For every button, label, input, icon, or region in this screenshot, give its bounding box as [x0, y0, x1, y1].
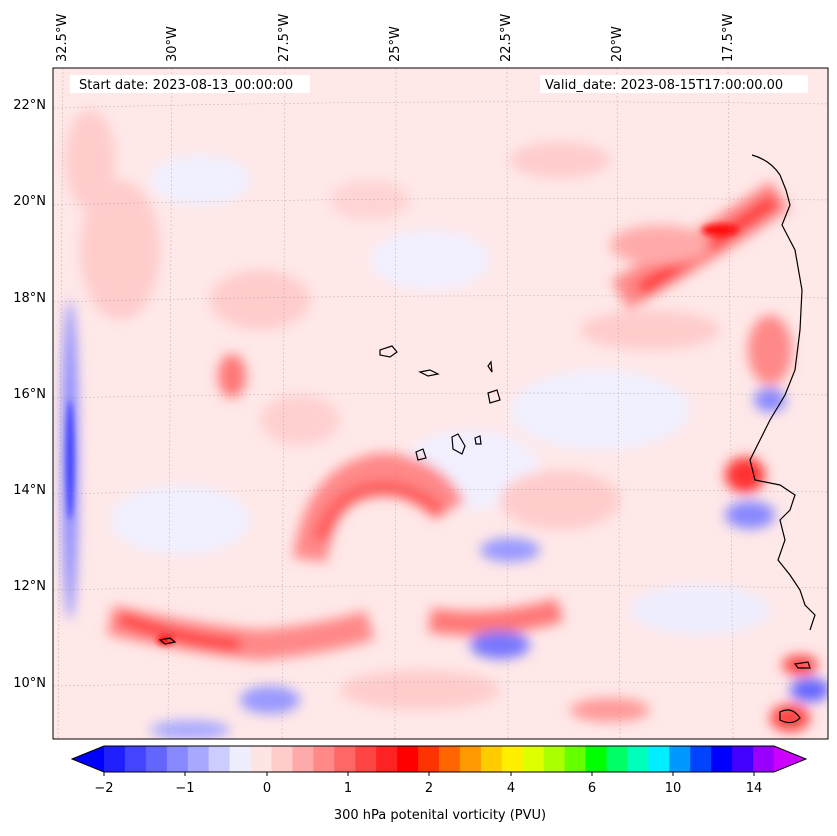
colorbar-bin	[627, 746, 649, 772]
colorbar-bin	[166, 746, 189, 772]
lat-label: 12°N	[13, 579, 46, 594]
colorbar-bin	[732, 746, 754, 772]
colorbar-bin	[522, 746, 545, 772]
colorbar-bin	[334, 746, 356, 772]
map-frame	[52, 67, 829, 740]
lon-label: 27.5°W	[277, 13, 292, 62]
colorbar-bin	[124, 746, 147, 772]
lon-label: 20°W	[610, 26, 625, 62]
colorbar-bin	[690, 746, 712, 772]
colorbar-tick-label: 14	[745, 781, 763, 796]
lat-label: 18°N	[13, 291, 46, 306]
valid-date-label: Valid_date: 2023-08-15T17:00:00.00	[545, 78, 784, 93]
colorbar-bin	[187, 746, 210, 772]
colorbar	[70, 745, 808, 776]
colorbar-bin	[480, 746, 503, 772]
colorbar-tick-label: 2	[424, 781, 434, 796]
colorbar-tick-label: 10	[664, 781, 682, 796]
colorbar-bin	[711, 746, 733, 772]
colorbar-extend-min	[72, 746, 104, 772]
lon-label: 25°W	[388, 26, 403, 62]
colorbar-bin	[292, 746, 314, 772]
start-date-label: Start date: 2023-08-13_00:00:00	[79, 78, 294, 93]
colorbar-bin	[459, 746, 482, 772]
lon-label: 32.5°W	[55, 13, 70, 62]
colorbar-tick-label: 0	[262, 781, 272, 796]
lat-label: 14°N	[13, 483, 46, 498]
colorbar-tick-label: 6	[587, 781, 597, 796]
colorbar-bin	[564, 746, 587, 772]
colorbar-bin	[250, 746, 272, 772]
colorbar-bin	[229, 746, 252, 772]
lat-label: 22°N	[13, 98, 46, 113]
colorbar-bin	[397, 746, 419, 772]
colorbar-bin	[313, 746, 335, 772]
colorbar-bin	[669, 746, 691, 772]
lon-label: 17.5°W	[721, 13, 736, 62]
colorbar-bin	[753, 746, 775, 772]
colorbar-bin	[439, 746, 461, 772]
colorbar-bin	[648, 746, 670, 772]
colorbar-tick-label: −2	[94, 781, 114, 796]
colorbar-bin	[355, 746, 377, 772]
colorbar-bin	[418, 746, 440, 772]
lon-label: 30°W	[165, 26, 180, 62]
colorbar-bin	[606, 746, 628, 772]
lon-label: 22.5°W	[499, 13, 514, 62]
colorbar-bin	[585, 746, 607, 772]
colorbar-bin	[501, 746, 524, 772]
lat-label: 16°N	[13, 387, 46, 402]
colorbar-bin	[104, 746, 126, 772]
colorbar-tick-label: 4	[506, 781, 516, 796]
pv-field	[53, 68, 828, 739]
colorbar-bin	[376, 746, 398, 772]
coastline	[158, 154, 816, 724]
colorbar-tick-label: 1	[343, 781, 353, 796]
colorbar-bin	[543, 746, 566, 772]
colorbar-bin	[271, 746, 293, 772]
colorbar-title: 300 hPa potenital vorticity (PVU)	[333, 808, 547, 823]
colorbar-bin	[145, 746, 168, 772]
lat-label: 20°N	[13, 194, 46, 209]
graticule	[53, 68, 828, 739]
lat-label: 10°N	[13, 676, 46, 691]
colorbar-bin	[208, 746, 231, 772]
colorbar-extend-max	[774, 746, 806, 772]
colorbar-tick-label: −1	[175, 781, 195, 796]
